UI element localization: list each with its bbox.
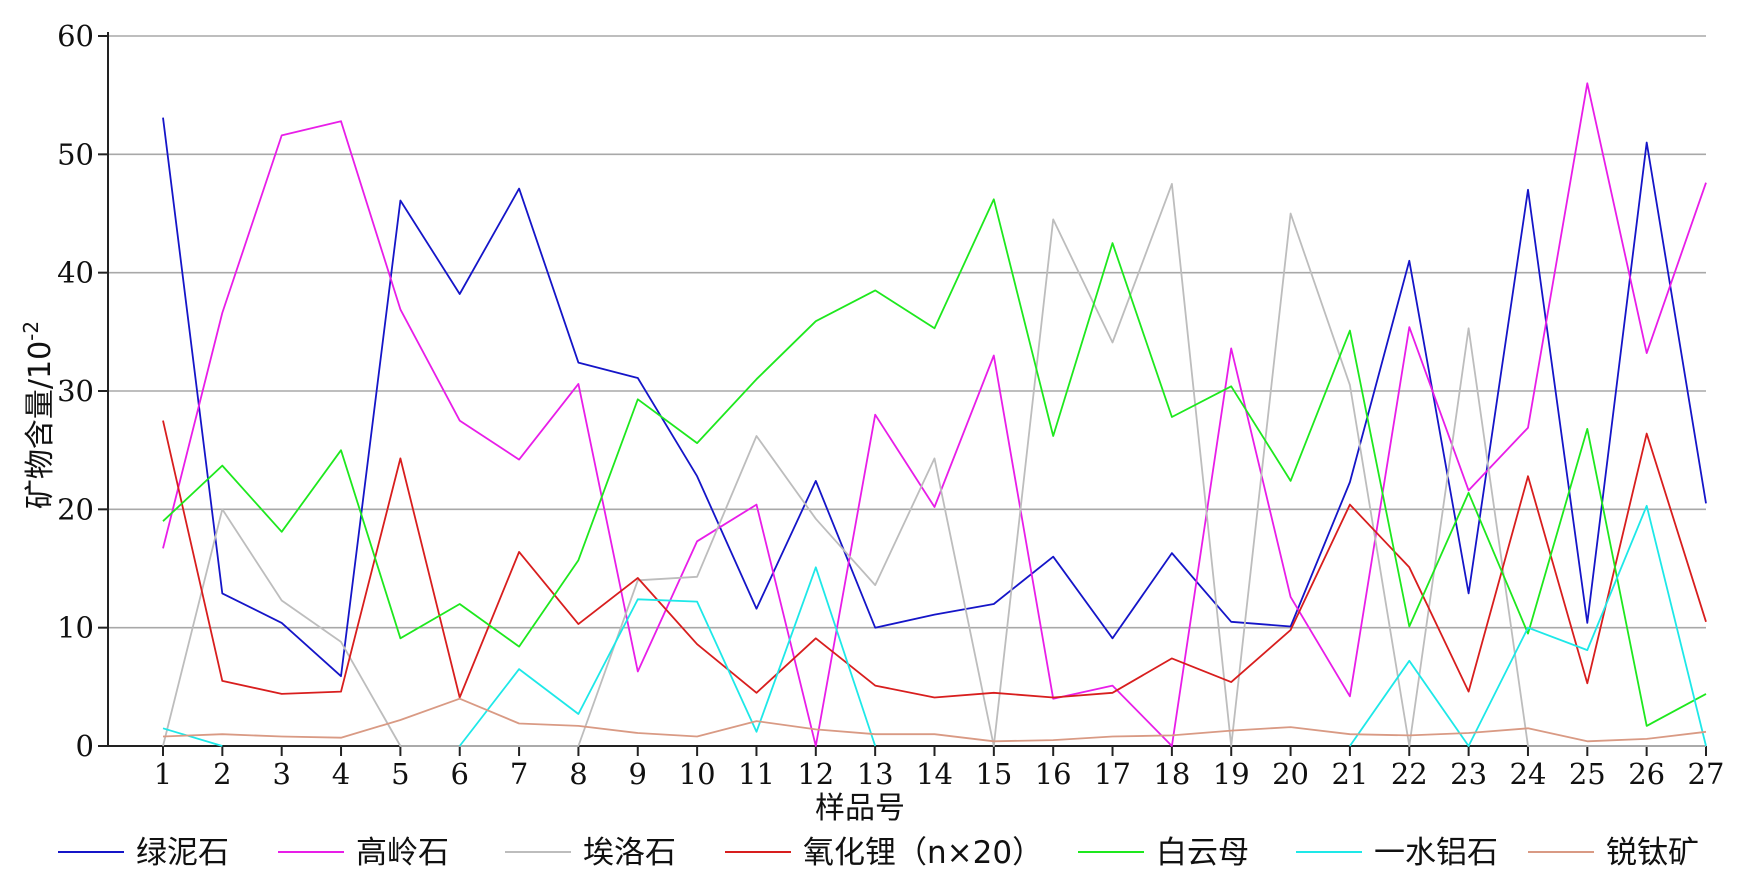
x-tick-label-12: 12	[797, 757, 834, 791]
x-tick-label-14: 14	[916, 757, 953, 791]
x-tick-label-22: 22	[1391, 757, 1428, 791]
series-line-5	[162, 198, 1707, 727]
y-tick-label-10: 10	[57, 611, 94, 645]
x-tick-label-10: 10	[679, 757, 716, 791]
series-line-3	[162, 183, 1706, 747]
x-tick-label-21: 21	[1331, 757, 1368, 791]
axes	[98, 32, 1707, 756]
series-lines	[162, 82, 1707, 747]
y-axis-title-text: 矿物含量/10	[23, 341, 58, 509]
series-line-4	[162, 420, 1707, 699]
y-tick-label-20: 20	[57, 492, 94, 526]
legend-label-6: 一水铝石	[1374, 835, 1498, 871]
x-tick-label-2: 2	[213, 757, 231, 791]
x-tick-label-23: 23	[1450, 757, 1487, 791]
y-tick-label-60: 60	[57, 19, 94, 53]
series-line-6	[162, 504, 1707, 747]
legend-label-2: 高岭石	[356, 835, 449, 871]
y-axis-title-exponent: -2	[19, 321, 43, 341]
x-tick-label-8: 8	[569, 757, 587, 791]
y-tick-label-50: 50	[57, 137, 94, 171]
x-tick-label-13: 13	[857, 757, 894, 791]
x-tick-label-17: 17	[1094, 757, 1131, 791]
legend-label-3: 埃洛石	[583, 835, 676, 871]
x-tick-label-15: 15	[975, 757, 1012, 791]
x-tick-labels: 1 2 3 4 5 6 7 8 9 10 11 12 13 14 15 16 17 18 19 20 21 22 23 24 2…	[154, 757, 1725, 791]
x-tick-label-1: 1	[154, 757, 172, 791]
legend-label-7: 锐钛矿	[1606, 835, 1699, 871]
x-tick-label-11: 11	[738, 757, 775, 791]
gridlines	[108, 35, 1706, 629]
x-tick-label-18: 18	[1153, 757, 1190, 791]
x-tick-label-27: 27	[1688, 757, 1725, 791]
x-tick-label-4: 4	[332, 757, 350, 791]
x-tick-label-6: 6	[451, 757, 469, 791]
legend-label-1: 绿泥石	[136, 835, 229, 871]
x-tick-label-24: 24	[1510, 757, 1547, 791]
x-axis-title: 样品号	[815, 791, 905, 826]
x-tick-label-9: 9	[629, 757, 647, 791]
series-line-2	[162, 82, 1707, 747]
x-tick-label-26: 26	[1628, 757, 1665, 791]
x-tick-label-16: 16	[1035, 757, 1072, 791]
x-tick-label-7: 7	[510, 757, 528, 791]
legend: 绿泥石 高岭石 埃洛石 氧化锂（n×20） 白云母 一水铝石 锐钛矿	[58, 835, 1699, 871]
y-axis-title: 矿物含量/10-2	[19, 321, 58, 509]
series-line-7	[162, 697, 1707, 743]
y-tick-labels: 0 10 20 30 40 50 60	[57, 19, 94, 763]
x-tick-label-5: 5	[391, 757, 409, 791]
x-tick-label-25: 25	[1569, 757, 1606, 791]
y-tick-label-0: 0	[76, 729, 94, 763]
legend-label-5: 白云母	[1156, 835, 1249, 871]
y-tick-label-30: 30	[57, 374, 94, 408]
legend-label-4: 氧化锂（n×20）	[803, 835, 1043, 871]
series-line-1	[162, 117, 1707, 678]
y-tick-label-40: 40	[57, 256, 94, 290]
x-tick-label-20: 20	[1272, 757, 1309, 791]
x-tick-label-19: 19	[1213, 757, 1250, 791]
x-tick-label-3: 3	[272, 757, 290, 791]
